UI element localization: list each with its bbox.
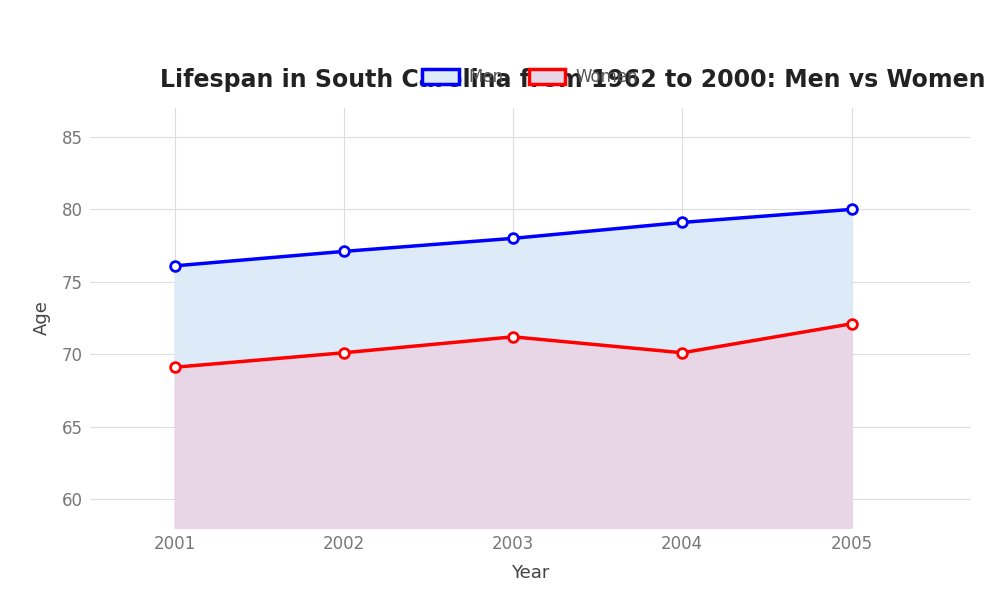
Legend: Men, Women: Men, Women — [415, 62, 645, 93]
Y-axis label: Age: Age — [33, 301, 51, 335]
X-axis label: Year: Year — [511, 564, 549, 582]
Text: Lifespan in South Carolina from 1962 to 2000: Men vs Women: Lifespan in South Carolina from 1962 to … — [160, 68, 986, 92]
